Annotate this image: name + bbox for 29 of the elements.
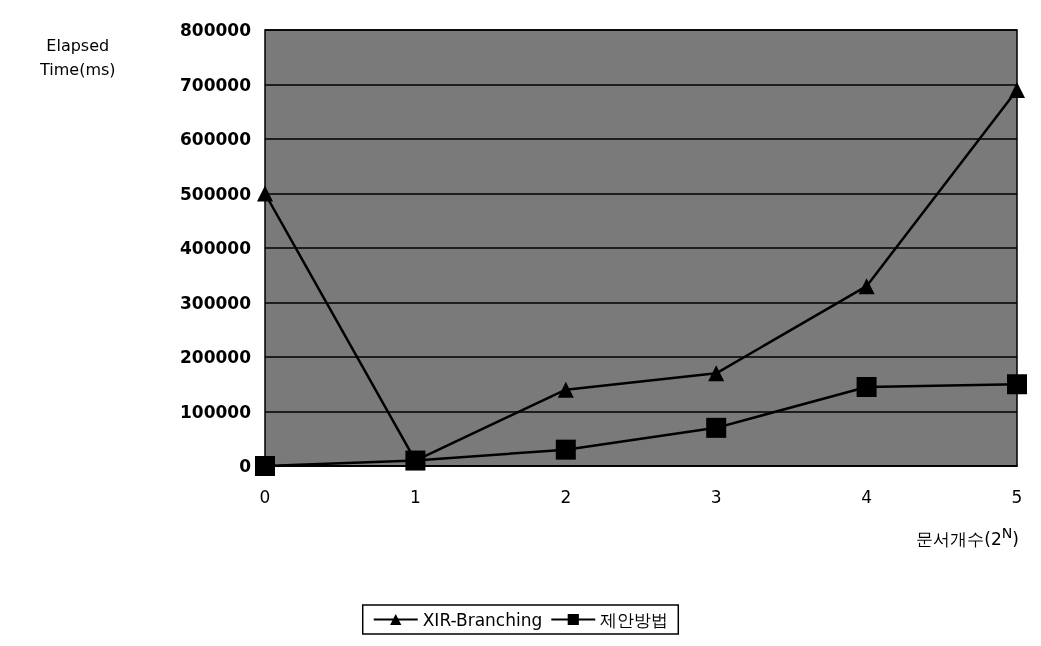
point xyxy=(856,376,877,397)
y-tick-label: 800000 xyxy=(180,20,252,40)
y-tick-label: 500000 xyxy=(180,183,252,204)
point xyxy=(555,439,576,460)
x-tick-label: 2 xyxy=(560,486,572,507)
y-axis-title: Elapsed Time(ms) xyxy=(40,35,116,81)
x-tick-label: 1 xyxy=(409,486,421,507)
y-tick-label: 0 xyxy=(239,456,252,476)
point xyxy=(557,381,574,398)
point xyxy=(255,456,275,476)
y-tick-label: 700000 xyxy=(180,74,252,95)
x-tick-label: 5 xyxy=(1011,486,1023,507)
x-axis-title: 문서개수(2$^{N}$) xyxy=(916,525,1019,551)
legend-label: 제안방법 xyxy=(600,609,669,630)
y-tick-label: 100000 xyxy=(180,401,252,422)
point xyxy=(257,185,273,202)
y-tick-label: 200000 xyxy=(180,347,252,367)
y-tick-label: 300000 xyxy=(180,292,252,313)
legend-label: XIR-Branching xyxy=(422,609,543,630)
y-tick-label: 400000 xyxy=(180,238,252,258)
point xyxy=(708,365,725,382)
point xyxy=(706,417,727,438)
point xyxy=(1007,374,1027,395)
x-tick-label: 0 xyxy=(259,486,271,507)
y-tick-label: 600000 xyxy=(180,129,252,149)
point xyxy=(1009,81,1025,98)
point xyxy=(858,278,875,295)
x-tick-label: 4 xyxy=(861,486,873,507)
x-tick-label: 3 xyxy=(710,486,722,507)
